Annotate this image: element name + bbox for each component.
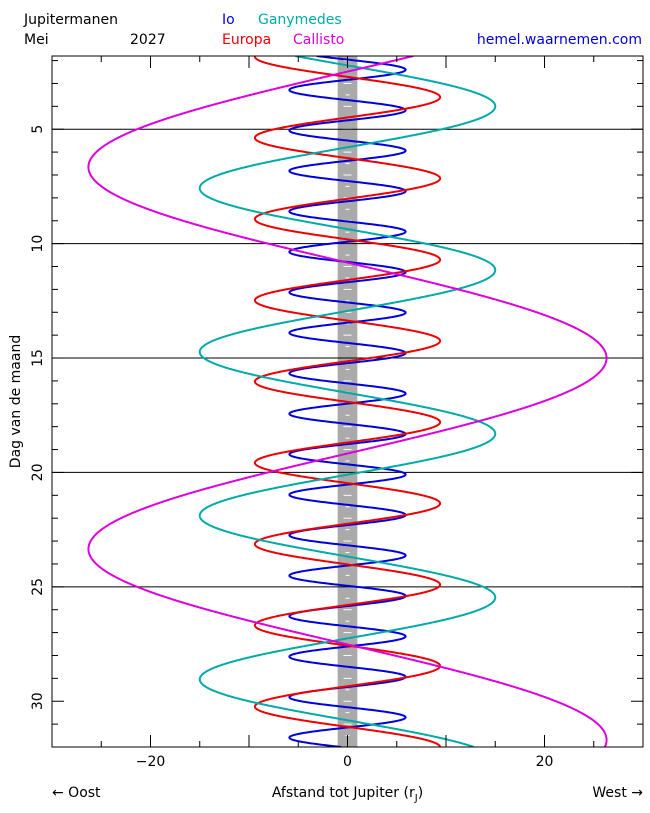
curve-europa [253,56,442,747]
y-axis-label: Dag van de maand [8,335,24,468]
y-tick-label: 30 [30,692,46,710]
y-tick-label: 10 [30,235,46,253]
x-tick-label: 20 [536,754,554,770]
site-link[interactable]: hemel.waarnemen.com [476,32,642,48]
x-tick-label: 0 [343,754,352,770]
y-tick-label: 25 [30,578,46,596]
month-label: Mei [24,32,49,48]
curve-callisto [87,56,608,747]
y-tick-label: 15 [30,349,46,367]
y-tick-label: 20 [30,464,46,482]
legend-ganymedes: Ganymedes [258,12,342,28]
x-axis-label: Afstand tot Jupiter (rJ) [272,785,423,804]
direction-east-label: ← Oost [52,785,101,801]
direction-west-label: West → [592,785,643,801]
curve-io [288,56,407,747]
x-tick-label: −20 [136,754,166,770]
legend-callisto: Callisto [293,32,345,48]
year-label: 2027 [130,32,166,48]
legend-europa: Europa [222,32,272,48]
legend-io: Io [222,12,235,28]
curve-ganymedes [198,56,497,747]
y-tick-label: 5 [30,125,46,134]
chart-title: Jupitermanen [24,12,118,28]
